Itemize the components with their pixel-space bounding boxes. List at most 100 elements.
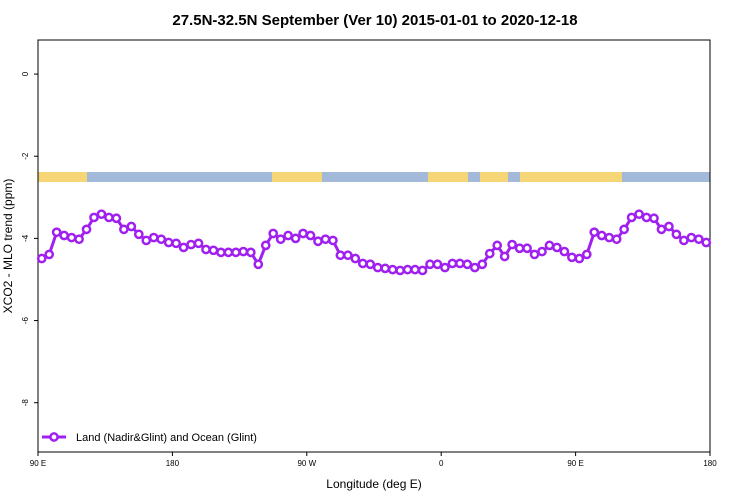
chart-title: 27.5N-32.5N September (Ver 10) 2015-01-0… [172, 12, 577, 29]
y-tick-label: -6 [21, 316, 30, 324]
legend-marker [49, 432, 59, 442]
point [320, 234, 331, 245]
point [656, 224, 667, 235]
point [104, 212, 114, 223]
point [193, 238, 204, 249]
point [701, 237, 712, 248]
point [178, 242, 189, 253]
point [141, 235, 152, 246]
point [552, 242, 562, 253]
point [410, 264, 420, 275]
point [96, 209, 107, 220]
point [604, 232, 615, 243]
point [529, 249, 540, 260]
point [671, 229, 682, 240]
point [163, 237, 174, 248]
point [372, 262, 383, 273]
point [499, 251, 510, 262]
land-strip [38, 172, 87, 182]
point [544, 240, 555, 251]
ocean-strip [38, 172, 710, 182]
point [522, 243, 532, 254]
x-tick-label: 180 [703, 459, 717, 468]
point [74, 234, 84, 245]
land-strip [520, 172, 622, 182]
point [357, 258, 368, 269]
point [581, 249, 592, 260]
point [432, 259, 443, 270]
point [275, 234, 286, 245]
point [634, 209, 644, 220]
point [462, 259, 473, 270]
point [81, 224, 92, 235]
y-tick-label: -2 [21, 152, 30, 160]
point [343, 250, 353, 261]
point [507, 239, 517, 250]
point [298, 228, 308, 239]
point [231, 247, 241, 258]
point [89, 212, 99, 223]
y-tick-label: 0 [21, 71, 30, 76]
point [402, 264, 413, 275]
point [679, 235, 689, 246]
point [66, 232, 77, 243]
point [111, 213, 122, 224]
point [283, 230, 293, 241]
point [44, 249, 55, 260]
point [425, 259, 435, 270]
point [559, 246, 570, 257]
x-tick-label: 90 E [567, 459, 583, 468]
land-strip [428, 172, 468, 182]
point [171, 238, 181, 249]
x-tick-label: 180 [166, 459, 180, 468]
point [492, 240, 503, 251]
point [133, 229, 144, 240]
point [417, 265, 428, 276]
x-tick-label: 90 E [30, 459, 46, 468]
y-tick-label: -8 [21, 399, 30, 407]
point [567, 252, 577, 263]
point [305, 230, 316, 241]
x-tick-label: 0 [439, 459, 444, 468]
point [455, 258, 465, 269]
point [693, 234, 704, 245]
point [313, 236, 323, 247]
point [253, 259, 264, 270]
point [440, 262, 450, 273]
x-axis-label: Longitude (deg E) [326, 477, 421, 491]
point [290, 233, 301, 244]
point [596, 230, 607, 241]
point [223, 247, 234, 258]
point [148, 232, 159, 243]
point [447, 258, 458, 269]
point [268, 228, 279, 239]
point [537, 246, 547, 257]
x-tick-label: 90 W [297, 459, 316, 468]
point [395, 265, 405, 276]
point [477, 259, 488, 270]
point [626, 212, 637, 223]
point [484, 248, 495, 259]
point [186, 239, 196, 250]
point [611, 234, 622, 245]
point [260, 240, 271, 251]
point [201, 244, 211, 255]
point [686, 232, 697, 243]
y-axis-label: XCO2 - MLO trend (ppm) [1, 179, 15, 314]
legend-label: Land (Nadir&Glint) and Ocean (Glint) [76, 432, 257, 444]
land-strip [272, 172, 322, 182]
point [59, 230, 69, 241]
point [574, 253, 585, 264]
point [208, 245, 219, 256]
plot-frame [37, 39, 711, 453]
point [335, 250, 346, 261]
point [619, 224, 629, 235]
point [238, 246, 249, 257]
point [589, 227, 600, 238]
point [126, 221, 137, 232]
point [328, 235, 338, 246]
point [514, 243, 525, 254]
point [664, 221, 674, 232]
y-tick-label: -4 [21, 234, 30, 242]
